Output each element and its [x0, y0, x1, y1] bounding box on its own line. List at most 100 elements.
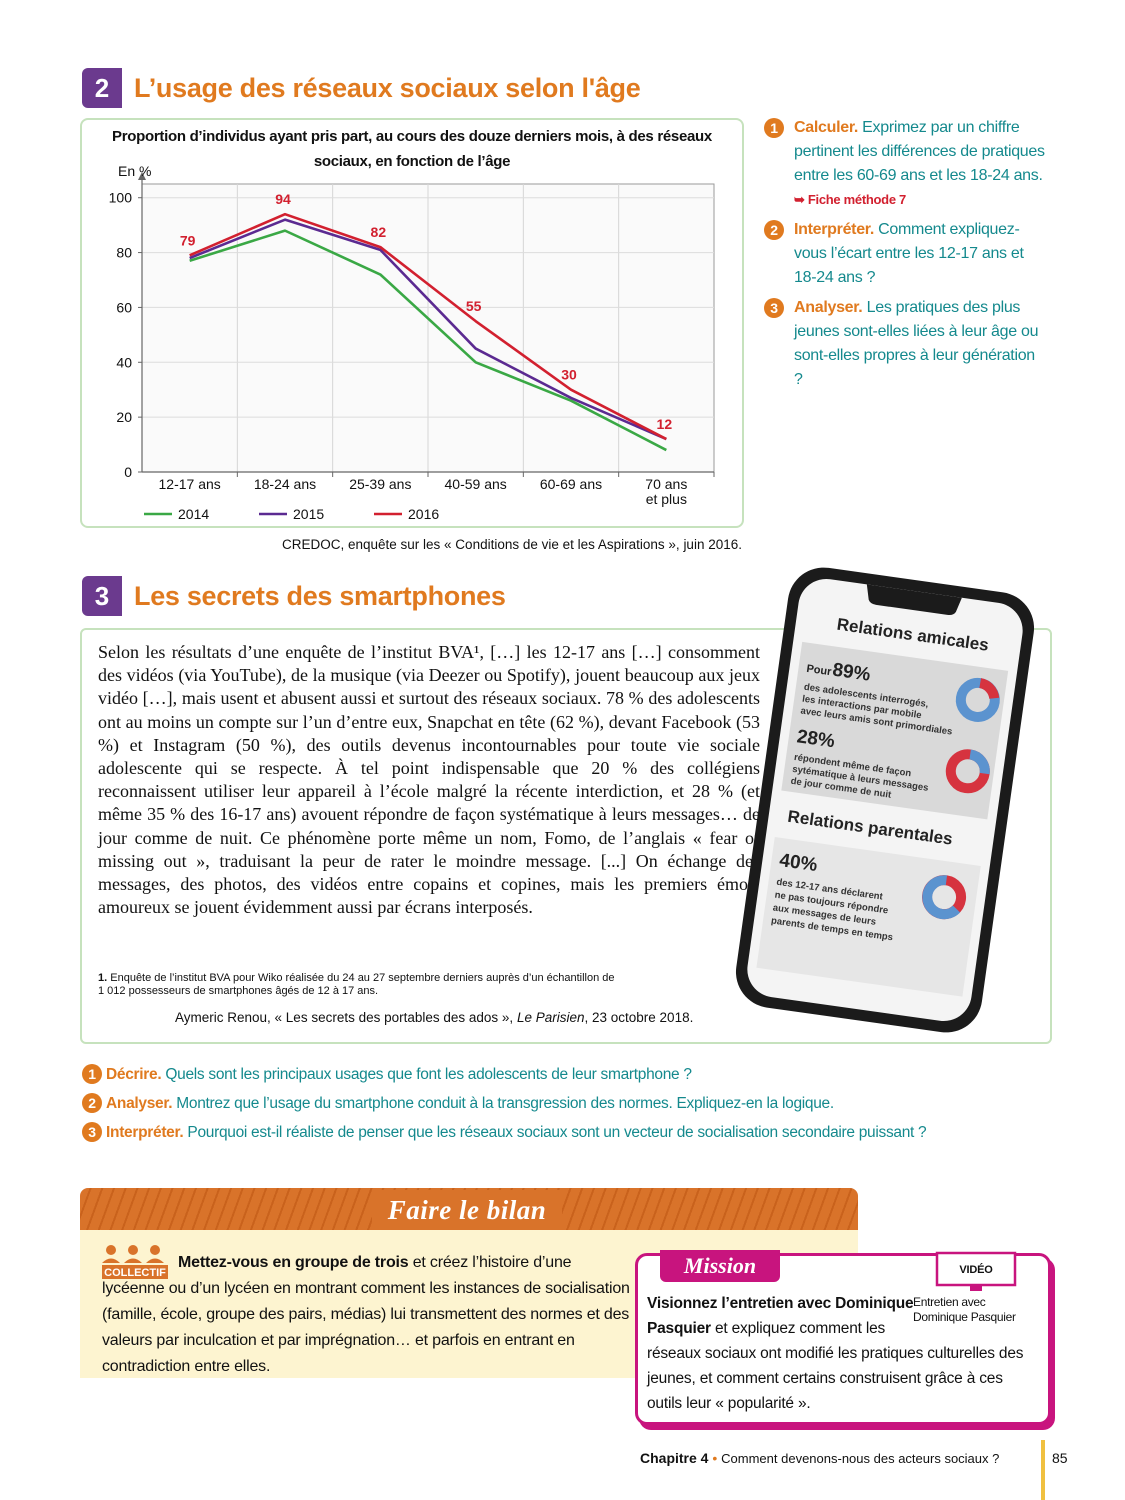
footnote-text: Enquête de l’institut BVA pour Wiko réal… — [98, 972, 615, 997]
question: 1 Décrire. Quels sont les principaux usa… — [82, 1064, 692, 1084]
phone-panel — [756, 837, 981, 997]
question-label: Analyser. — [106, 1095, 173, 1112]
question-label: Décrire. — [106, 1066, 162, 1083]
x-tick-label: 60-69 ans — [539, 476, 603, 492]
x-tick-label: 25-39 ans — [349, 476, 412, 492]
question-number: 1 — [82, 1064, 102, 1084]
question: 2 Interpréter. Comment expliquez-vous l’… — [764, 218, 1046, 290]
doc-title: L’usage des réseaux sociaux selon l'âge — [134, 73, 641, 103]
question: 3 Interpréter. Pourquoi est-il réaliste … — [82, 1122, 927, 1142]
x-tick-label: 12-17 ans — [158, 476, 221, 492]
footer-bar — [1041, 1440, 1045, 1500]
x-tick-label: 18-24 ans — [253, 476, 317, 492]
people — [102, 1245, 164, 1263]
question-label: Interpréter. — [106, 1124, 184, 1141]
mission-body: et expliquez comment les réseaux sociaux… — [647, 1320, 1024, 1412]
data-label: 30 — [561, 367, 577, 383]
question-number: 3 — [764, 298, 784, 318]
footer: Chapitre 4 • Comment devenons-nous des a… — [640, 1450, 999, 1466]
mission-bold: Visionnez l’entretien avec Dominique Pas… — [647, 1295, 914, 1337]
y-axis-label: En % — [118, 163, 151, 179]
doc-number: 3 — [82, 576, 122, 616]
phone: Relations amicales Pour 89% des adolesce… — [735, 567, 1035, 1033]
source-author: Aymeric Renou, « Les secrets des portabl… — [175, 1010, 514, 1025]
x-tick-label: 40-59 ans — [444, 476, 507, 492]
question-text: Montrez que l’usage du smartphone condui… — [176, 1095, 834, 1112]
data-label: 82 — [371, 224, 387, 240]
question: 1 Calculer. Exprimez par un chiffre pert… — [764, 116, 1046, 212]
question-number: 3 — [82, 1122, 102, 1142]
y-tick-label: 80 — [116, 245, 132, 261]
task-text: Mettez-vous en groupe de trois et créez … — [102, 1250, 632, 1380]
collectif-icon: COLLECTIF — [102, 1245, 168, 1279]
video-caption[interactable]: Entretien avec Dominique Pasquier — [913, 1295, 1016, 1324]
question-text: Comment expliquez-vous l’écart entre les… — [794, 221, 1024, 286]
separator: • — [712, 1450, 718, 1466]
chart-box: Proportion d’individus ayant pris part, … — [80, 118, 744, 528]
series-line — [189, 229, 667, 452]
mission-title: Mission — [660, 1250, 780, 1282]
source: Aymeric Renou, « Les secrets des portabl… — [175, 1010, 693, 1025]
legend-label: 2014 — [178, 506, 209, 522]
video-icon[interactable]: VIDÉO — [925, 1251, 1043, 1295]
y-tick-label: 20 — [116, 409, 132, 425]
phone-illustration: Relations amicales Pour 89% des adolesce… — [735, 567, 1035, 1033]
series-line — [189, 218, 667, 441]
method-link-text[interactable]: Fiche méthode 7 — [807, 192, 906, 207]
footnote: 1. Enquête de l’institut BVA pour Wiko r… — [98, 972, 618, 998]
question-label: Analyser. — [794, 299, 863, 316]
question-label: Calculer. — [794, 119, 859, 136]
data-label: 94 — [275, 191, 291, 207]
question-text: Pourquoi est-il réaliste de penser que l… — [187, 1124, 927, 1141]
question-text: Les pratiques des plus jeunes sont-elles… — [794, 299, 1039, 388]
chapter-title: Comment devenons-nous des acteurs sociau… — [721, 1451, 1000, 1466]
footnote-number: 1. — [98, 972, 108, 984]
data-label: 12 — [657, 416, 673, 432]
task-bold: Mettez-vous en groupe de trois — [178, 1254, 409, 1271]
source-date: , 23 octobre 2018. — [584, 1010, 694, 1025]
doc-number: 2 — [82, 68, 122, 108]
donut-slice — [922, 875, 961, 920]
series-line — [189, 212, 667, 441]
chart: 0 20 40 60 80 100 En % 2014 2015 79 94 82 55 30 12 2016 — [109, 163, 715, 522]
mission-text: VIDÉO Entretien avec Dominique Pasquier … — [647, 1251, 1037, 1416]
question-text: Exprimez par un chiffre pertinent les di… — [794, 119, 1045, 184]
question-number: 2 — [764, 220, 784, 240]
chapter-label: Chapitre 4 — [640, 1450, 709, 1466]
page-number: 85 — [1052, 1450, 1068, 1466]
method-link[interactable]: ➥ Fiche méthode 7 — [794, 192, 906, 207]
legend-label: 2016 — [408, 506, 439, 522]
y-tick-label: 60 — [116, 299, 132, 315]
article-text: Selon les résultats d’une enquête de l’i… — [98, 642, 760, 918]
monitor-stand — [970, 1285, 982, 1291]
collectif-label: COLLECTIF — [104, 1267, 166, 1279]
question-number: 1 — [764, 118, 784, 138]
chart-title: Proportion d’individus ayant pris part, … — [112, 128, 712, 170]
phone-notch — [866, 584, 962, 616]
donut-slice — [969, 749, 990, 775]
legend-label: 2015 — [293, 506, 324, 522]
y-tick-label: 40 — [116, 354, 132, 370]
text-box — [80, 628, 1052, 1044]
source-journal: Le Parisien — [516, 1010, 585, 1025]
y-axis-arrow — [138, 172, 146, 180]
questions: 1 Calculer. Exprimez par un chiffre pert… — [764, 116, 1046, 392]
donut-slice — [978, 678, 1000, 700]
question: 3 Analyser. Les pratiques des plus jeune… — [764, 296, 1046, 392]
y-tick-label: 100 — [109, 190, 133, 206]
x-tick-label: 70 ans et plus — [645, 476, 688, 507]
y-tick-label: 0 — [124, 464, 132, 480]
doc-title: Les secrets des smartphones — [134, 581, 506, 611]
question-text: Quels sont les principaux usages que fon… — [165, 1066, 692, 1083]
question: 2 Analyser. Montrez que l’usage du smart… — [82, 1093, 834, 1113]
question-label: Interpréter. — [794, 221, 874, 238]
monitor[interactable] — [935, 1251, 1017, 1287]
phone-text: Pour — [806, 663, 833, 678]
video-link[interactable]: VIDÉO Entretien avec Dominique Pasquier — [913, 1251, 1043, 1324]
source: CREDOC, enquête sur les « Conditions de … — [281, 537, 742, 552]
donut — [955, 677, 1000, 722]
data-label: 55 — [466, 298, 482, 314]
collectif-tag — [102, 1265, 168, 1279]
video-label[interactable]: VIDÉO — [959, 1263, 993, 1276]
